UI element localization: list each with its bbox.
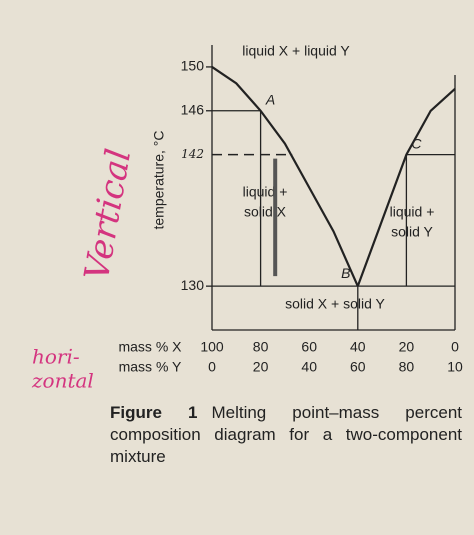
x2-tick-label: 60 [301, 339, 317, 355]
x2-tick-label: 80 [253, 339, 269, 355]
region-label: solid X [244, 204, 287, 220]
phase-curve [211, 66, 359, 287]
x2-tick-label: 20 [399, 339, 415, 355]
region-label: solid X + solid Y [285, 296, 385, 312]
point-label: A [265, 91, 275, 107]
y-tick-label: 146 [181, 101, 205, 117]
x-axis-label: mass % Y [119, 359, 182, 375]
caption: Figure 1 Melting point–mass percent compo… [110, 402, 462, 468]
x-tick-label: 80 [399, 359, 415, 375]
handwritten-note: Vertical [77, 146, 139, 283]
region-label: solid Y [391, 224, 433, 240]
point-label: C [411, 135, 422, 151]
handwritten-tick-label: 142 [181, 147, 204, 161]
x-tick-label: 10 [447, 359, 463, 375]
x-tick-label: 40 [301, 359, 317, 375]
x-tick-label: 20 [253, 359, 269, 375]
caption-text: Melting point–mass percent composition d… [110, 403, 462, 466]
region-label: liquid + [243, 184, 288, 200]
region-label: liquid + [390, 204, 435, 220]
point-label: B [341, 265, 350, 281]
y-axis-label: temperature, °C [151, 131, 167, 230]
x2-tick-label: 100 [200, 339, 224, 355]
region-label: liquid X + liquid Y [242, 43, 350, 59]
y-tick-label: 150 [181, 58, 205, 74]
x-tick-label: 0 [208, 359, 216, 375]
chart: temperature, °C mass % X mass % Y liquid… [31, 43, 463, 393]
y-tick-label: 130 [181, 277, 205, 293]
figure-number: Figure 1 [110, 403, 198, 422]
handwritten-note: zontal [31, 369, 94, 393]
x2-axis-label: mass % X [118, 339, 182, 355]
handwritten-note: hori- [32, 345, 80, 369]
phase-curve [356, 88, 456, 287]
x-tick-label: 60 [350, 359, 366, 375]
x2-tick-label: 0 [451, 339, 459, 355]
x2-tick-label: 40 [350, 339, 366, 355]
